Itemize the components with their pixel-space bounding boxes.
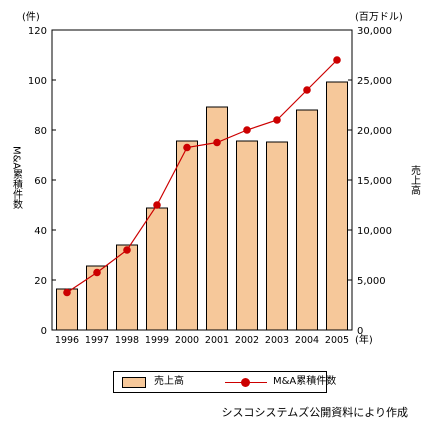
left-tick-label: 60 xyxy=(34,176,47,187)
left-tick-label: 0 xyxy=(41,326,47,337)
bar-2003 xyxy=(266,141,288,331)
bars-layer xyxy=(56,81,348,331)
right-tick-label: 15,000 xyxy=(357,176,392,187)
x-tick-label: 2003 xyxy=(265,335,289,346)
ma-count-point-2003 xyxy=(273,116,281,124)
left-tick-label: 20 xyxy=(34,276,47,287)
x-axis: 1996 1997 1998 1999 2000 2001 2002 2003 2004 2005 xyxy=(55,335,349,346)
right-tick-label: 5,000 xyxy=(357,276,386,287)
x-tick-label: 1997 xyxy=(85,335,109,346)
bar-2004 xyxy=(296,109,318,331)
source-note: シスコシステムズ公開資料により作成 xyxy=(221,406,408,419)
x-tick-label: 1999 xyxy=(145,335,169,346)
x-tick-label: 2002 xyxy=(235,335,259,346)
x-tick-label: 2001 xyxy=(205,335,229,346)
left-axis-unit: (件) xyxy=(22,11,40,23)
right-axis-title: 売上高 xyxy=(409,164,421,196)
ma-count-point-2000 xyxy=(183,143,191,152)
x-tick-label: 2004 xyxy=(295,335,319,346)
bar-2002 xyxy=(236,140,258,331)
ma-count-point-2004 xyxy=(303,86,311,94)
right-axis: 0 5,000 10,000 15,000 20,000 25,000 30,000 xyxy=(348,26,392,337)
left-tick-label: 40 xyxy=(34,226,47,237)
x-tick-label: 1998 xyxy=(115,335,139,346)
right-tick-label: 20,000 xyxy=(357,126,392,137)
x-tick-label: 2000 xyxy=(175,335,199,346)
ma-count-point-2001 xyxy=(213,138,221,147)
left-axis-title: M&A累積件数 xyxy=(11,146,23,210)
ma-count-point-1997 xyxy=(93,268,101,277)
bar-2000 xyxy=(176,140,198,331)
left-axis: 0 20 40 60 80 100 120 xyxy=(28,26,56,337)
legend-bar-swatch xyxy=(122,377,146,388)
ma-count-line xyxy=(66,59,338,293)
bar-2005 xyxy=(326,81,348,331)
right-tick-label: 0 xyxy=(357,326,363,337)
legend-label-ma-count: M&A累積件数 xyxy=(273,376,337,387)
bar-1998 xyxy=(116,244,138,331)
x-tick-label: 2005 xyxy=(325,335,349,346)
left-tick-label: 120 xyxy=(28,26,47,37)
left-tick-label: 100 xyxy=(28,76,47,87)
line-layer xyxy=(63,56,341,297)
x-axis-unit: (年) xyxy=(355,333,373,346)
ma-count-point-1996 xyxy=(63,288,71,297)
right-tick-label: 30,000 xyxy=(357,26,392,37)
ma-count-point-2002 xyxy=(243,126,251,134)
right-tick-label: 25,000 xyxy=(357,76,392,87)
left-tick-label: 80 xyxy=(34,126,47,137)
legend: 売上高 M&A累積件数 xyxy=(113,371,336,393)
legend-marker-dot xyxy=(241,378,250,387)
ma-count-point-1999 xyxy=(153,201,161,209)
ma-count-point-2005 xyxy=(333,56,341,64)
bar-1999 xyxy=(146,207,168,331)
ma-count-point-1998 xyxy=(123,246,131,254)
right-tick-label: 10,000 xyxy=(357,226,392,237)
x-tick-label: 1996 xyxy=(55,335,79,346)
right-axis-unit: (百万ドル) xyxy=(355,11,403,23)
legend-label-sales: 売上高 xyxy=(154,376,184,387)
